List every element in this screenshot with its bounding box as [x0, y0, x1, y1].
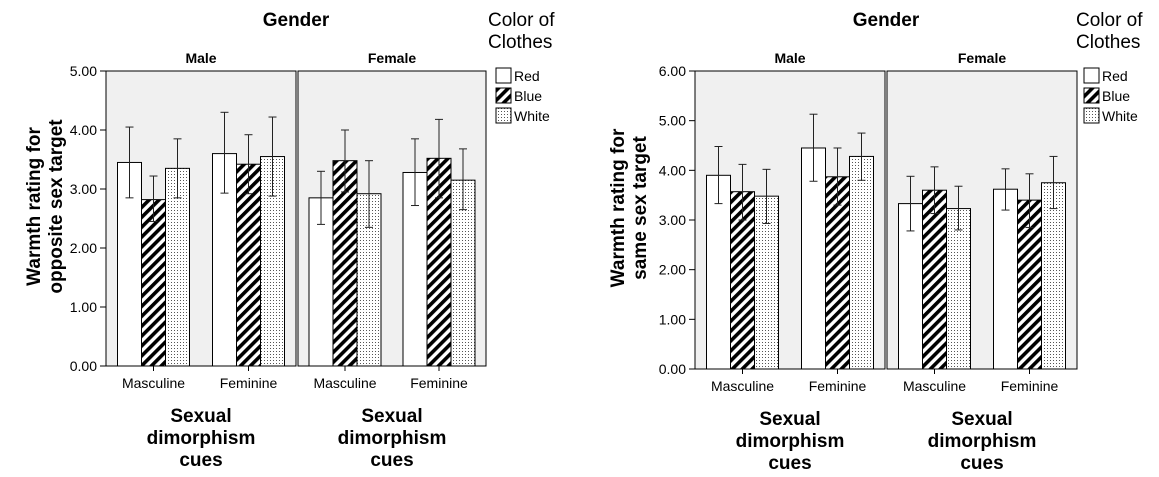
bar-blue: [141, 199, 166, 367]
legend-title: Color of Clothes: [488, 10, 555, 53]
y-tick-label: 5.00: [659, 113, 686, 129]
bar-blue: [922, 189, 947, 370]
facet-label-male: Male: [185, 50, 216, 66]
y-tick-label: 3.00: [659, 212, 686, 228]
y-tick-label: 0.00: [659, 361, 686, 377]
chart-opposite-sex: Gender 0.00 1.00 2.00 3.00 4.00 5.00 Warmth rat…: [24, 10, 555, 471]
legend-title: Color of Clothes: [1076, 10, 1143, 53]
y-tick-label: 4.00: [659, 162, 686, 178]
x-tick-label: Feminine: [809, 378, 867, 394]
legend-label-blue: Blue: [514, 88, 542, 104]
bar-white: [1041, 182, 1066, 370]
x-tick-label: Feminine: [220, 375, 278, 391]
facet-header: [298, 44, 486, 71]
x-tick-label: Masculine: [903, 378, 966, 394]
chart-same-sex: Gender 0.00 1.00 2.00 3.00 4.00 5.00 6.00 Warmth…: [608, 10, 1143, 474]
facet-title: Gender: [263, 10, 330, 31]
y-tick-label: 4.00: [70, 122, 97, 138]
x-tick-label: Feminine: [1001, 378, 1059, 394]
x-tick-label: Masculine: [122, 375, 185, 391]
bar-blue: [730, 191, 755, 370]
x-tick-label: Masculine: [711, 378, 774, 394]
bar-red: [993, 188, 1018, 370]
legend-label-white: White: [1102, 108, 1138, 124]
x-axis-label: Sexual dimorphism cues: [338, 406, 447, 471]
bar-white: [450, 179, 476, 367]
y-axis-label: Warmth rating foropposite sex target: [24, 119, 67, 294]
facet-title: Gender: [853, 10, 920, 31]
facet-header: [106, 44, 296, 71]
bar-red: [308, 197, 334, 367]
bar-blue: [236, 163, 261, 367]
y-tick-label: 1.00: [659, 311, 686, 327]
legend-label-white: White: [514, 108, 550, 124]
bar-blue: [825, 176, 850, 370]
legend-swatch-blue: [495, 87, 512, 104]
y-axis-label: Warmth rating forsame sex target: [608, 128, 651, 287]
y-tick-label: 3.00: [70, 181, 97, 197]
x-axis-label: Sexual dimorphism cues: [147, 406, 256, 471]
facet-label-female: Female: [958, 50, 1006, 66]
legend-swatch-red: [1083, 67, 1100, 84]
legend-swatch-white: [495, 107, 512, 124]
x-axis-label: Sexual dimorphism cues: [928, 409, 1037, 474]
facet-header: [887, 44, 1077, 71]
facet-header: [695, 44, 885, 71]
x-axis-label: Sexual dimorphism cues: [736, 409, 845, 474]
legend-label-blue: Blue: [1102, 88, 1130, 104]
legend-swatch-blue: [1083, 87, 1100, 104]
facet-label-female: Female: [368, 50, 416, 66]
bar-red: [706, 174, 731, 370]
y-tick-label: 2.00: [659, 262, 686, 278]
y-tick-label: 1.00: [70, 299, 97, 315]
legend-label-red: Red: [1102, 68, 1128, 84]
x-tick-label: Feminine: [410, 375, 468, 391]
facet-label-male: Male: [774, 50, 805, 66]
legend-label-red: Red: [514, 68, 540, 84]
bar-white: [849, 155, 874, 370]
legend-swatch-red: [495, 67, 512, 84]
legend-swatch-white: [1083, 107, 1100, 124]
y-tick-label: 5.00: [70, 63, 97, 79]
y-tick-label: 6.00: [659, 63, 686, 79]
bar-white: [165, 167, 190, 367]
y-tick-label: 2.00: [70, 240, 97, 256]
x-tick-label: Masculine: [313, 375, 376, 391]
y-tick-label: 0.00: [70, 358, 97, 374]
bar-white: [946, 208, 971, 370]
